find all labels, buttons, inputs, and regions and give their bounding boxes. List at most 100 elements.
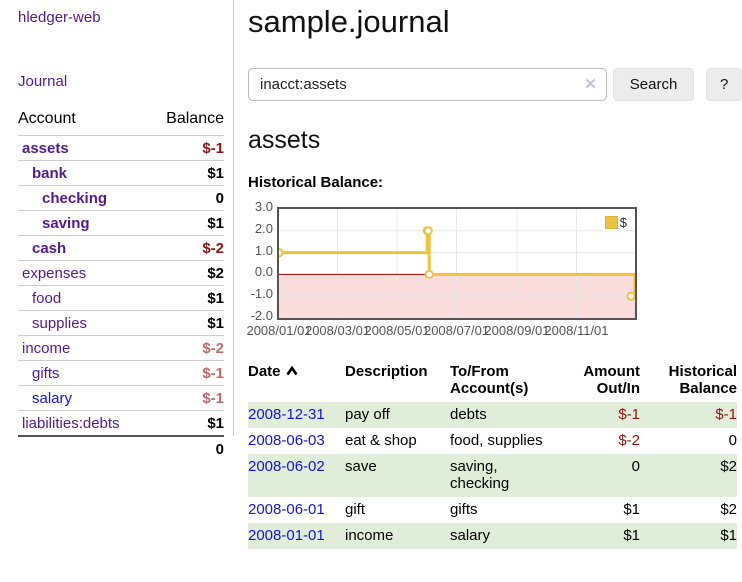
accounts-header-balance: Balance xyxy=(149,110,224,136)
search-form: ✕ Search ? xyxy=(248,68,742,101)
account-link-income[interactable]: income xyxy=(22,340,70,357)
transaction-balance: $1 xyxy=(640,523,737,549)
account-row: food$1 xyxy=(18,286,224,311)
register-header-balance: Historical Balance xyxy=(640,361,737,402)
account-link-supplies[interactable]: supplies xyxy=(32,315,87,332)
sidebar: hledger-web Journal Account Balance asse… xyxy=(0,0,234,436)
account-link-bank[interactable]: bank xyxy=(32,165,67,182)
transaction-balance: $2 xyxy=(640,454,737,497)
account-balance: 0 xyxy=(149,186,224,211)
balance-chart: $ 3.02.01.00.0-1.0-2.0 2008/01/012008/03… xyxy=(248,203,742,337)
account-balance: $-1 xyxy=(149,386,224,411)
account-balance: $1 xyxy=(149,211,224,236)
account-balance: $-2 xyxy=(149,236,224,261)
clear-search-icon[interactable]: ✕ xyxy=(584,76,597,93)
app-title: hledger-web xyxy=(18,9,224,27)
transaction-balance: 0 xyxy=(640,428,737,454)
page-title: sample.journal xyxy=(248,4,742,40)
transaction-amount: $1 xyxy=(560,497,640,523)
account-link-expenses[interactable]: expenses xyxy=(22,265,86,282)
register-table: Date Description To/From Account(s) Amou… xyxy=(248,361,737,549)
account-row: salary $-1 xyxy=(18,386,224,411)
transaction-accounts: debts xyxy=(450,402,560,428)
y-axis-tick: -1.0 xyxy=(248,286,273,301)
account-row: income $-2 xyxy=(18,336,224,361)
y-axis-tick: 0.0 xyxy=(248,264,273,279)
register-row: 2008-06-02 savesaving, checking0$2 xyxy=(248,454,737,497)
account-link-food[interactable]: food xyxy=(32,290,61,307)
transaction-date-link[interactable]: 2008-06-03 xyxy=(248,432,325,449)
account-balance: $1 xyxy=(149,161,224,186)
transaction-accounts: salary xyxy=(450,523,560,549)
account-balance: $1 xyxy=(149,411,224,437)
chart-canvas xyxy=(279,209,635,318)
app-title-link[interactable]: hledger-web xyxy=(18,9,101,26)
search-input[interactable] xyxy=(248,68,607,101)
account-row: checking 0 xyxy=(18,186,224,211)
transaction-description: gift xyxy=(345,497,450,523)
account-row: bank $1 xyxy=(18,161,224,186)
main-content: sample.journal ✕ Search ? assets Histori… xyxy=(248,0,742,549)
register-row: 2008-01-01incomesalary$1$1 xyxy=(248,523,737,549)
transaction-description: pay off xyxy=(345,402,450,428)
account-row: supplies $1 xyxy=(18,311,224,336)
register-header-amount: Amount Out/In xyxy=(560,361,640,402)
account-link-salary[interactable]: salary xyxy=(32,390,72,407)
transaction-accounts: gifts xyxy=(450,497,560,523)
accounts-total-row: 0 xyxy=(18,436,224,462)
account-row: liabilities:debts $1 xyxy=(18,411,224,437)
account-row: gifts $-1 xyxy=(18,361,224,386)
x-axis-tick: 2008/07/01 xyxy=(424,323,489,338)
help-button[interactable]: ? xyxy=(706,68,742,101)
account-heading: assets xyxy=(248,126,742,155)
transaction-date-link[interactable]: 2008-01-01 xyxy=(248,527,325,544)
chart-legend: $ xyxy=(603,214,629,231)
account-link-saving[interactable]: saving xyxy=(42,215,90,232)
transaction-description: save xyxy=(345,454,450,497)
register-row: 2008-06-01 giftgifts$1$2 xyxy=(248,497,737,523)
accounts-header-account: Account xyxy=(18,110,149,136)
y-axis-tick: 1.0 xyxy=(248,243,273,258)
account-balance: $1 xyxy=(149,311,224,336)
transaction-amount: $-1 xyxy=(560,402,640,428)
transaction-amount: $1 xyxy=(560,523,640,549)
account-balance: $-1 xyxy=(149,136,224,161)
journal-nav: Journal xyxy=(18,73,224,91)
transaction-accounts: food, supplies xyxy=(450,428,560,454)
transaction-date-link[interactable]: 2008-06-02 xyxy=(248,458,325,475)
register-header-description: Description xyxy=(345,361,450,402)
transaction-date-link[interactable]: 2008-12-31 xyxy=(248,406,325,423)
account-link-gifts[interactable]: gifts xyxy=(32,365,60,382)
transaction-balance: $-1 xyxy=(640,402,737,428)
transaction-amount: $-2 xyxy=(560,428,640,454)
x-axis-tick: 2008/03/01 xyxy=(305,323,370,338)
sidebar-item-journal[interactable]: Journal xyxy=(18,73,67,90)
transaction-amount: 0 xyxy=(560,454,640,497)
accounts-total-value: 0 xyxy=(149,436,224,462)
legend-label: $ xyxy=(620,215,627,230)
x-axis-tick: 2008/05/01 xyxy=(364,323,429,338)
x-axis-tick: 2008/11/01 xyxy=(544,323,608,338)
chart-plot-area: $ xyxy=(277,207,637,320)
chart-heading: Historical Balance: xyxy=(248,174,742,191)
y-axis-tick: -2.0 xyxy=(248,308,273,323)
search-button[interactable]: Search xyxy=(613,68,695,101)
account-balance: $-1 xyxy=(149,361,224,386)
account-link-cash[interactable]: cash xyxy=(32,240,66,257)
register-row: 2008-06-03 eat & shopfood, supplies$-20 xyxy=(248,428,737,454)
register-header-accounts: To/From Account(s) xyxy=(450,361,560,402)
account-balance: $-2 xyxy=(149,336,224,361)
transaction-balance: $2 xyxy=(640,497,737,523)
account-link-assets[interactable]: assets xyxy=(22,140,69,157)
account-link-liabilities-debts[interactable]: liabilities:debts xyxy=(22,415,120,432)
transaction-description: eat & shop xyxy=(345,428,450,454)
account-link-checking[interactable]: checking xyxy=(42,190,107,207)
x-axis-tick: 2008/09/01 xyxy=(484,323,549,338)
account-balance: $2 xyxy=(149,261,224,286)
register-header-date[interactable]: Date xyxy=(248,361,345,402)
transaction-description: income xyxy=(345,523,450,549)
transaction-date-link[interactable]: 2008-06-01 xyxy=(248,501,325,518)
transaction-accounts: saving, checking xyxy=(450,454,560,497)
x-axis-tick: 2008/01/01 xyxy=(246,323,311,338)
y-axis-tick: 2.0 xyxy=(248,221,273,236)
